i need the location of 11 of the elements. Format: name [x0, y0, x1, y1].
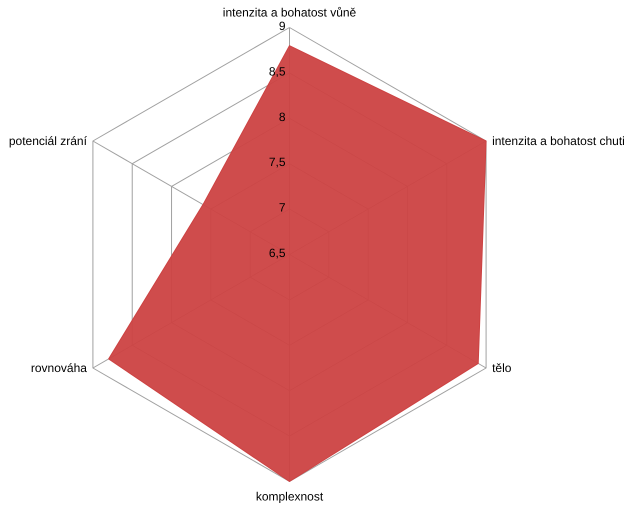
spoke-label: intenzita a bohatost chuti: [492, 134, 625, 148]
y-tick-label: 7: [278, 200, 286, 215]
y-tick-label: 9: [278, 19, 286, 33]
y-tick-label: 7,5: [268, 155, 286, 170]
spoke-label: rovnováha: [30, 361, 88, 375]
y-tick-label: 6,5: [268, 246, 286, 260]
spoke-label: intenzita a bohatost vůně: [222, 6, 357, 20]
spoke-label: tělo: [492, 361, 512, 375]
spoke-label: komplexnost: [256, 490, 324, 504]
spoke-label: potenciál zrání: [8, 134, 88, 148]
y-tick-label: 8: [278, 110, 286, 124]
